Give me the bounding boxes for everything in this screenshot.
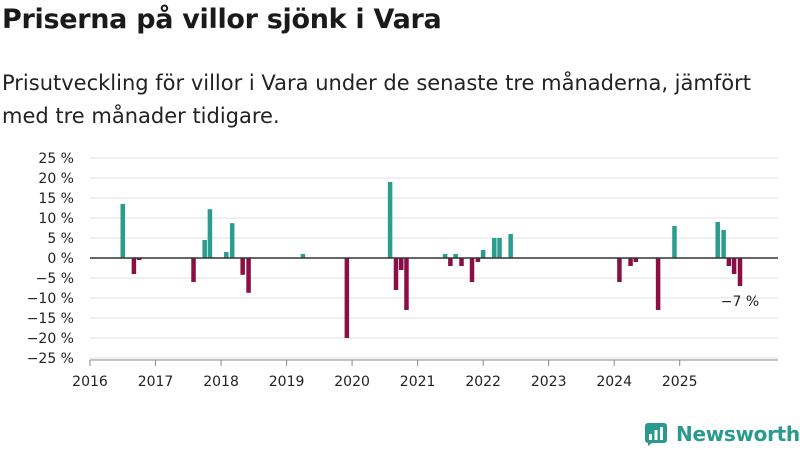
bar	[240, 258, 245, 275]
bar	[633, 258, 639, 262]
bar	[393, 258, 399, 290]
x-tick-label: 2019	[269, 374, 305, 390]
brand-name: Newsworthy	[676, 422, 800, 446]
bar	[715, 222, 720, 258]
bar	[737, 258, 743, 286]
bar	[448, 258, 453, 266]
y-tick-label: 10 %	[38, 211, 74, 227]
bar	[207, 209, 213, 258]
x-axis: 2016 2017 2018 2019 2020 2021 2022 2023 2024 2025	[72, 359, 778, 390]
y-tick-label: −25 %	[27, 351, 74, 367]
bar	[655, 258, 661, 310]
x-tick-label: 2024	[596, 374, 632, 390]
y-axis-ticks: 25 % 20 % 15 % 10 % 5 % 0 % −5 % −10 % −15 % −20 …	[27, 151, 74, 367]
bar	[672, 226, 677, 258]
bar	[136, 258, 142, 260]
last-value-annotation: −7 %	[721, 294, 759, 310]
bar	[475, 258, 481, 262]
bar	[617, 258, 622, 282]
y-tick-label: 15 %	[38, 191, 74, 207]
bar	[202, 240, 207, 258]
bar	[300, 254, 306, 258]
bar	[497, 238, 502, 258]
bar	[229, 223, 235, 258]
bar	[224, 252, 229, 258]
y-tick-label: −15 %	[27, 311, 74, 327]
bar	[246, 258, 251, 293]
y-tick-label: −5 %	[36, 271, 74, 287]
y-tick-label: 25 %	[38, 151, 74, 167]
y-tick-label: −10 %	[27, 291, 74, 307]
bar	[404, 258, 409, 310]
bar	[191, 258, 196, 282]
x-tick-label: 2017	[138, 374, 174, 390]
brand-logo: Newsworthy	[644, 420, 800, 448]
bar	[508, 234, 513, 258]
bar	[442, 254, 448, 258]
x-tick-label: 2023	[531, 374, 567, 390]
chart-title: Priserna på villor sjönk i Vara	[2, 4, 442, 35]
bar	[721, 230, 726, 258]
y-tick-label: 0 %	[47, 251, 74, 267]
bar	[398, 258, 404, 270]
gridlines	[90, 157, 778, 359]
x-tick-label: 2022	[465, 374, 501, 390]
bar	[731, 258, 737, 274]
bar	[387, 182, 393, 258]
chart-subtitle: Prisutveckling för villor i Vara under d…	[2, 71, 751, 128]
bar	[120, 204, 126, 258]
bar	[480, 250, 486, 258]
bar	[453, 254, 458, 258]
bar	[492, 238, 497, 258]
x-tick-label: 2016	[72, 374, 108, 390]
y-tick-label: 5 %	[47, 231, 74, 247]
x-tick-label: 2018	[203, 374, 239, 390]
x-tick-label: 2020	[334, 374, 370, 390]
newsworthy-logo-icon	[645, 423, 667, 446]
annotations: −7 %	[721, 294, 759, 310]
y-tick-label: −20 %	[27, 331, 74, 347]
bar	[726, 258, 732, 266]
bars	[120, 182, 743, 338]
x-tick-label: 2025	[662, 374, 698, 390]
bar	[344, 258, 350, 338]
bar	[469, 258, 475, 282]
bar	[131, 258, 137, 274]
bar	[628, 258, 633, 266]
bar	[459, 258, 464, 266]
x-tick-label: 2021	[400, 374, 436, 390]
y-tick-label: 20 %	[38, 171, 74, 187]
